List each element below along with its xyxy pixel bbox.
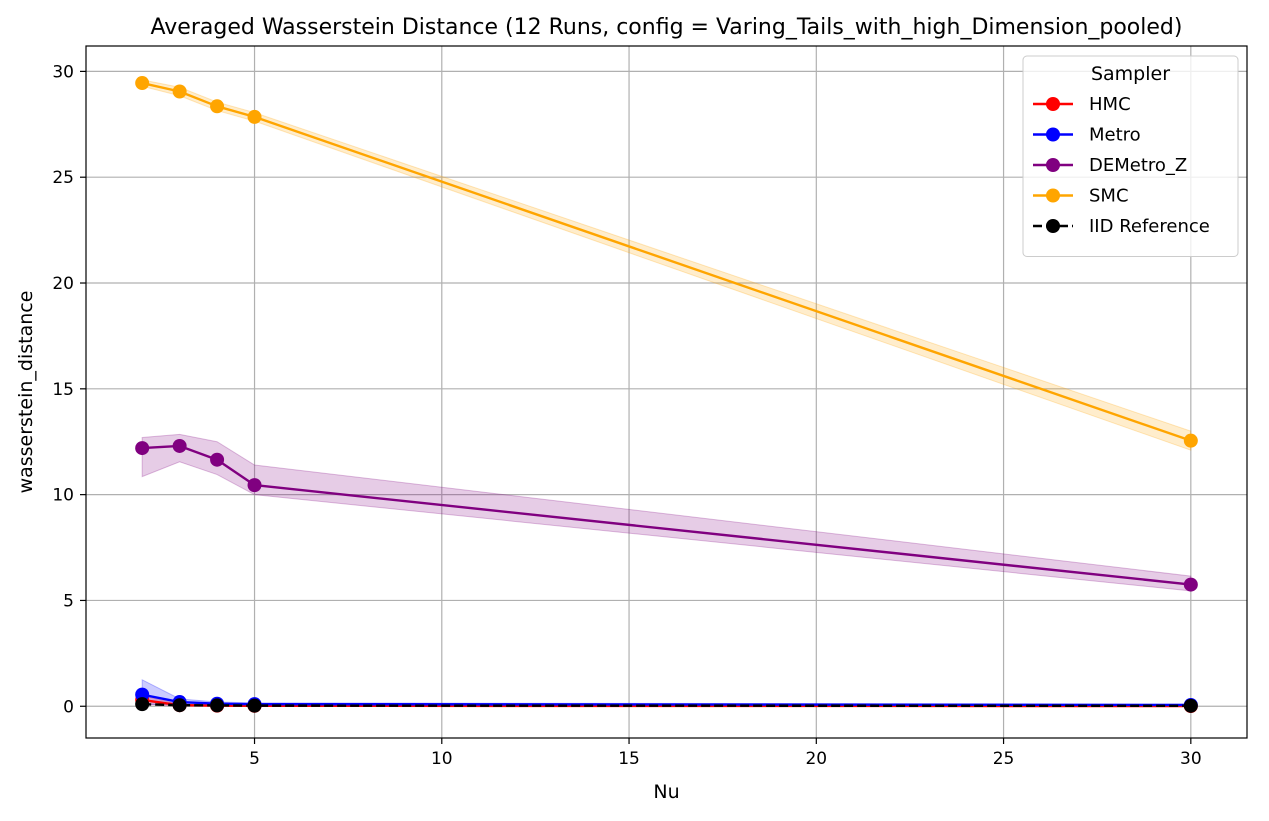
x-tick-label: 20	[805, 749, 827, 769]
point-iid-reference	[1183, 698, 1198, 713]
y-tick-label: 25	[52, 168, 74, 188]
legend-marker-iid-reference	[1046, 219, 1060, 233]
point-iid-reference	[247, 698, 262, 713]
point-iid-reference	[210, 698, 225, 713]
y-axis-label: wasserstein_distance	[15, 291, 37, 494]
x-tick-label: 15	[618, 749, 640, 769]
y-tick-label: 30	[52, 62, 74, 82]
band-smc	[141, 79, 1192, 451]
y-tick-label: 20	[52, 274, 74, 294]
axis-ticks: 5 10 15 20 25 30 0 5 10 15 20 25 30	[52, 62, 1201, 769]
legend-label-metro: Metro	[1089, 125, 1141, 146]
point-smc	[172, 84, 187, 99]
legend-label-iid-reference: IID Reference	[1089, 216, 1210, 237]
y-tick-label: 5	[63, 591, 74, 611]
point-smc	[1183, 433, 1198, 448]
point-smc	[135, 76, 150, 91]
point-demetro-z	[247, 478, 262, 493]
legend-marker-smc	[1046, 188, 1060, 203]
chart-title: Averaged Wasserstein Distance (12 Runs, …	[151, 15, 1183, 40]
x-tick-label: 10	[431, 749, 453, 769]
y-tick-label: 10	[52, 486, 74, 506]
legend-label-hmc: HMC	[1089, 94, 1131, 115]
legend: Sampler HMC Metro DEMetro_Z SMC IID Referenc…	[1022, 55, 1239, 257]
point-demetro-z	[1183, 577, 1198, 592]
legend-title: Sampler	[1091, 63, 1170, 85]
plot-frame	[85, 45, 1248, 739]
point-smc	[210, 99, 225, 114]
point-iid-reference	[135, 697, 150, 712]
series-points	[135, 76, 1198, 714]
x-axis-label: Nu	[653, 781, 679, 803]
point-smc	[247, 109, 262, 124]
legend-label-smc: SMC	[1089, 186, 1129, 207]
x-tick-label: 5	[249, 749, 260, 769]
line-iid-reference	[142, 702, 1191, 708]
band-metro	[141, 678, 1192, 707]
x-tick-label: 30	[1180, 749, 1202, 769]
point-iid-reference	[172, 698, 187, 713]
point-demetro-z	[135, 441, 150, 456]
point-demetro-z	[172, 438, 187, 453]
x-tick-label: 25	[993, 749, 1015, 769]
legend-label-demetro-z: DEMetro_Z	[1089, 155, 1187, 176]
legend-marker-metro	[1046, 127, 1060, 142]
y-tick-label: 15	[52, 380, 74, 400]
point-demetro-z	[210, 452, 225, 467]
y-tick-label: 0	[63, 697, 74, 717]
legend-box	[1022, 55, 1239, 257]
legend-marker-demetro-z	[1046, 158, 1060, 172]
legend-marker-hmc	[1046, 97, 1060, 111]
